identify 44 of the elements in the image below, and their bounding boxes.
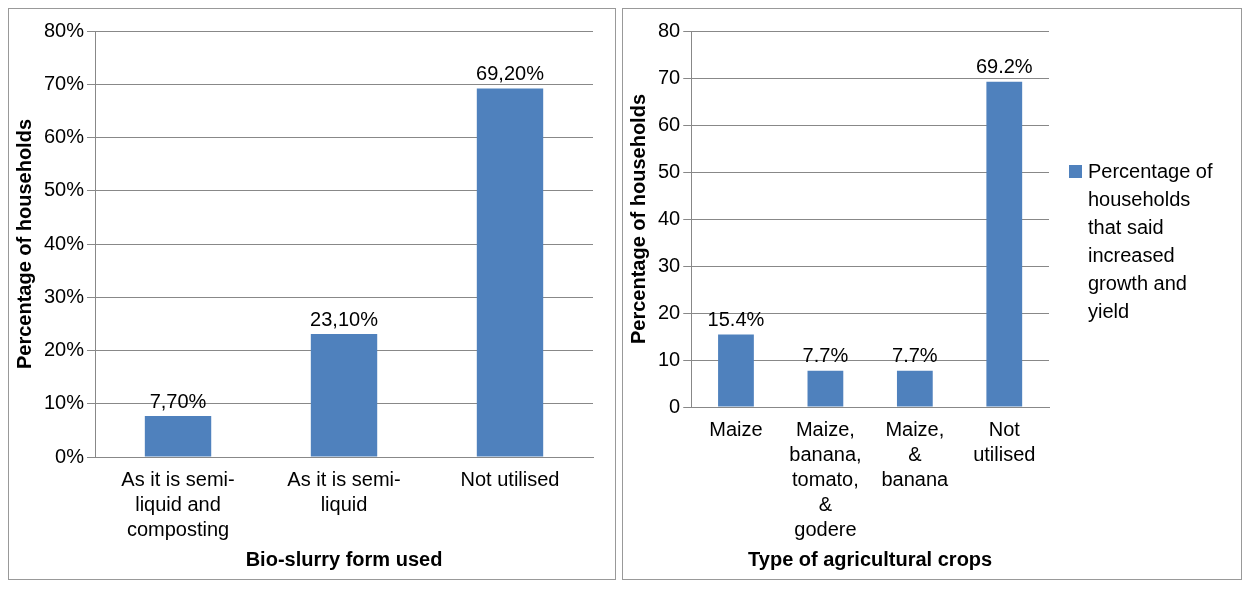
- y-tick-label: 10: [658, 347, 681, 370]
- bar: [476, 88, 544, 457]
- y-tick-label: 0%: [55, 444, 85, 467]
- y-tick-label: 10%: [44, 391, 85, 414]
- y-tick-label: 50%: [44, 178, 85, 201]
- data-label: 7.7%: [802, 344, 849, 367]
- y-axis-title: Percentage of households: [626, 93, 649, 345]
- x-tick-label: Not utilised: [460, 468, 560, 491]
- y-tick-label: 30%: [44, 284, 85, 307]
- bar: [807, 370, 844, 407]
- y-tick-label: 70: [658, 65, 681, 88]
- y-axis-title: Percentage of households: [12, 118, 35, 370]
- y-tick-label: 30: [658, 253, 681, 276]
- y-tick-label: 50: [658, 159, 681, 182]
- y-tick-label: 80: [658, 18, 681, 41]
- bar: [896, 370, 933, 407]
- data-label: 7.7%: [892, 344, 938, 367]
- data-label: 7,70%: [149, 389, 207, 412]
- data-label: 69.2%: [975, 55, 1033, 78]
- y-tick-label: 40: [658, 206, 681, 229]
- legend-label: Percentage of households that said increased growth and yield: [1088, 159, 1214, 324]
- y-tick-label: 70%: [44, 71, 85, 94]
- bar: [986, 81, 1023, 407]
- data-label: 15.4%: [707, 308, 765, 331]
- x-tick-label: As it is semi- liquid: [287, 468, 401, 516]
- y-tick-label: 0: [669, 394, 681, 417]
- x-tick-label: Maize, banana, tomato, & godere: [789, 418, 862, 541]
- x-tick-label: Not utilised: [973, 418, 1036, 466]
- y-tick-label: 60%: [44, 125, 85, 148]
- data-label: 69,20%: [476, 62, 545, 85]
- x-tick-label: As it is semi- liquid and composting: [121, 468, 235, 541]
- y-tick-label: 40%: [44, 231, 85, 254]
- x-tick-label: Maize: [709, 418, 763, 441]
- y-tick-label: 20%: [44, 338, 85, 361]
- data-label: 23,10%: [310, 307, 379, 330]
- bar: [144, 416, 212, 457]
- x-tick-label: Maize, & banana: [881, 418, 950, 491]
- y-tick-label: 60: [658, 112, 681, 135]
- x-axis-title: Type of agricultural crops: [748, 547, 993, 570]
- y-tick-label: 20: [658, 300, 681, 323]
- y-tick-label: 80%: [44, 18, 85, 41]
- bar: [718, 334, 754, 407]
- x-axis-title: Bio-slurry form used: [245, 547, 443, 570]
- bar: [310, 333, 378, 457]
